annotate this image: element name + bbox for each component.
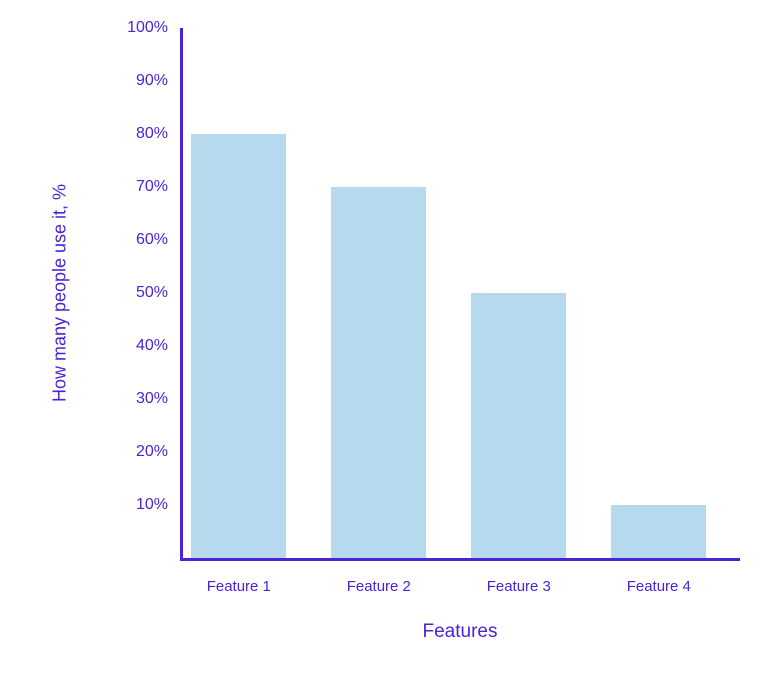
- y-tick-label: 80%: [108, 125, 168, 143]
- y-tick-label: 100%: [108, 19, 168, 37]
- y-tick-label: 10%: [108, 496, 168, 514]
- y-axis-title: How many people use it, %: [50, 184, 71, 402]
- y-tick-label: 30%: [108, 390, 168, 408]
- x-axis-line: [180, 558, 740, 561]
- bar: [191, 134, 286, 558]
- x-tick-label: Feature 4: [627, 578, 691, 595]
- y-tick-label: 20%: [108, 443, 168, 461]
- y-tick-label: 90%: [108, 72, 168, 90]
- y-tick-label: 60%: [108, 231, 168, 249]
- x-tick-label: Feature 3: [487, 578, 551, 595]
- y-tick-label: 40%: [108, 337, 168, 355]
- bar: [331, 187, 426, 558]
- x-tick-label: Feature 2: [347, 578, 411, 595]
- x-axis-title: Features: [423, 621, 498, 643]
- y-tick-label: 70%: [108, 178, 168, 196]
- y-tick-label: 50%: [108, 284, 168, 302]
- x-tick-label: Feature 1: [207, 578, 271, 595]
- bar: [471, 293, 566, 558]
- plot-area: [180, 28, 740, 558]
- bar-chart: 10% 20% 30% 40% 50% 60% 70% 80% 90% 100% Feature …: [0, 0, 770, 681]
- bar: [611, 505, 706, 558]
